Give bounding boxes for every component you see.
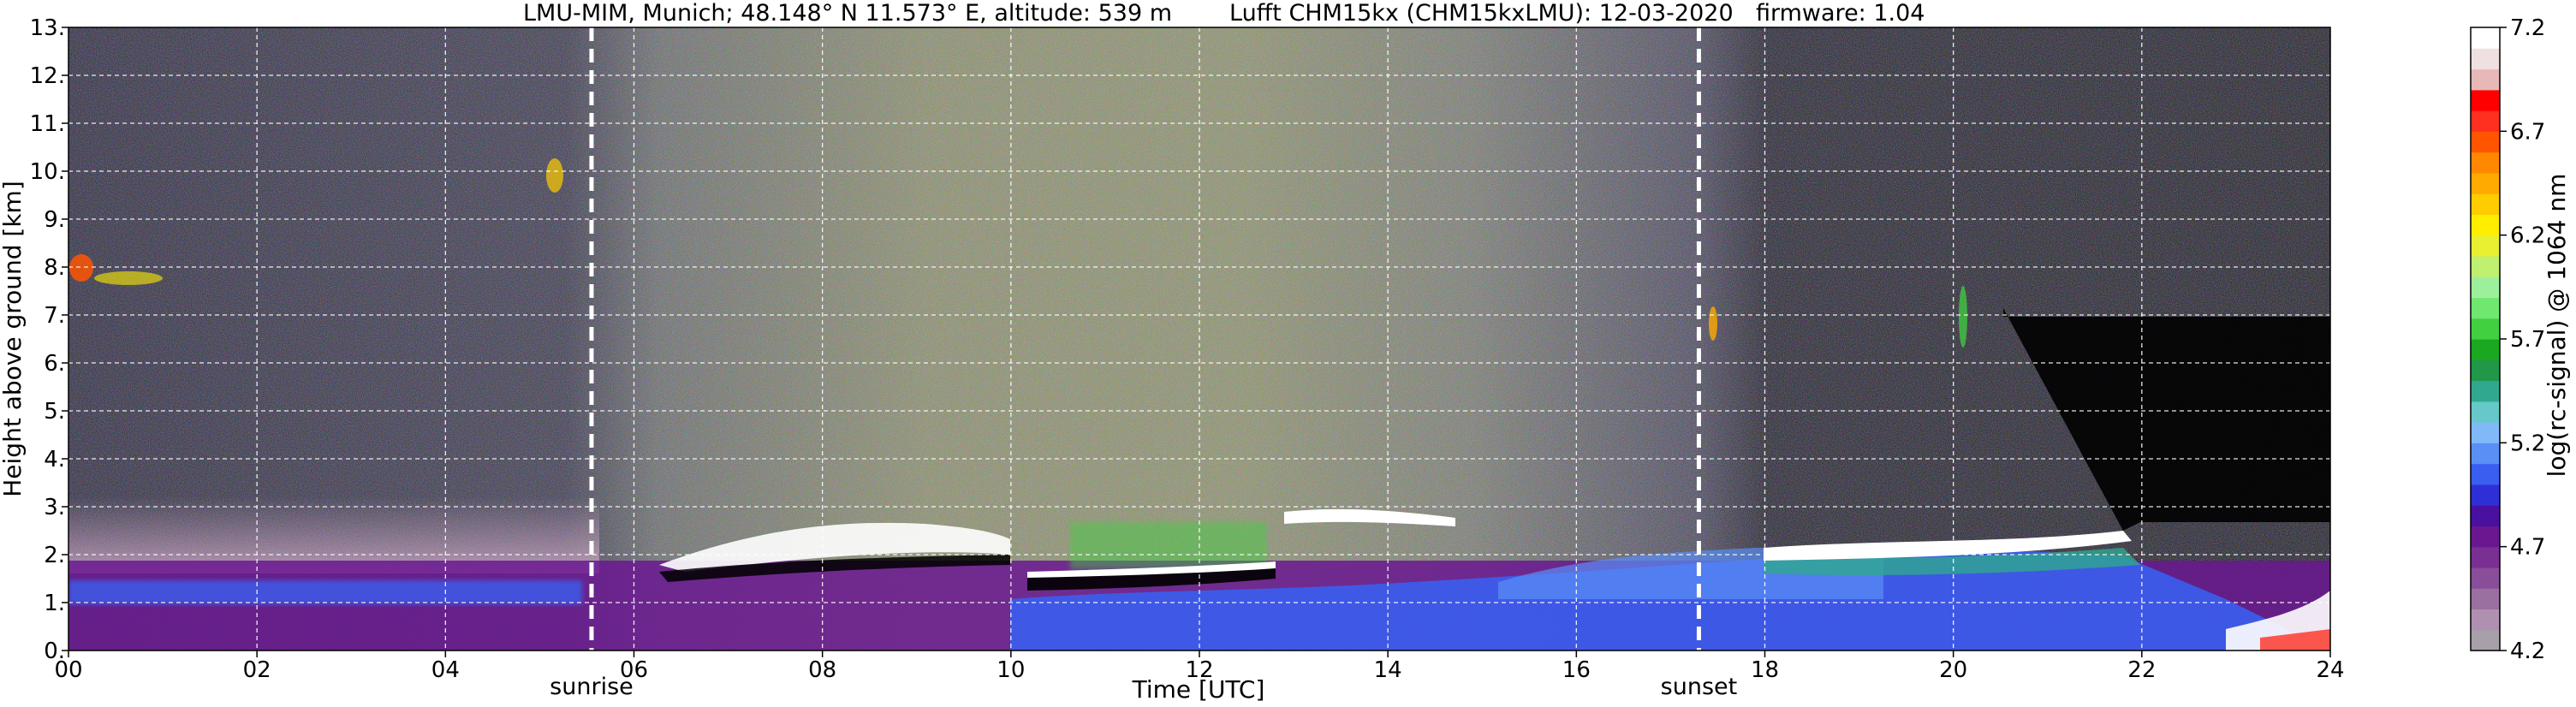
- colorbar-tick-label: 5.7: [2510, 327, 2545, 353]
- colorbar-segment: [2471, 68, 2500, 91]
- y-tick-label: 7.: [44, 303, 65, 329]
- colorbar-segment: [2471, 276, 2500, 299]
- colorbar-segment: [2471, 401, 2500, 423]
- colorbar-segment: [2471, 110, 2500, 132]
- colorbar-segment: [2471, 152, 2500, 174]
- cloud-layer-midday: [1027, 561, 1276, 578]
- colorbar-segment: [2471, 193, 2500, 215]
- x-tick-label: 12: [1185, 657, 1213, 683]
- chart-title-firmware: firmware: 1.04: [1756, 0, 1925, 27]
- evening-layer-edge: [1764, 548, 2140, 575]
- y-tick-label: 8.: [44, 255, 65, 281]
- event-lines: sunrise sunset: [550, 27, 1737, 700]
- y-tick-label: 13.: [30, 15, 65, 41]
- fog-core: [2260, 629, 2330, 651]
- colorbar-segment: [2471, 588, 2500, 610]
- colorbar-segment: [2471, 567, 2500, 589]
- x-tick-label: 16: [1562, 657, 1591, 683]
- x-tick-label: 22: [2127, 657, 2156, 683]
- colorbar-tick-label: 7.2: [2510, 15, 2545, 41]
- colorbar-segment: [2471, 505, 2500, 526]
- colorbar-tick-label: 6.7: [2510, 119, 2545, 145]
- event-label-sunrise: sunrise: [550, 674, 634, 700]
- colorbar-segment: [2471, 422, 2500, 443]
- event-label-sunset: sunset: [1661, 674, 1738, 700]
- x-tick-label: 06: [620, 657, 648, 683]
- colorbar-segment: [2471, 359, 2500, 382]
- y-tick-label: 1.: [44, 591, 65, 616]
- no-signal-region: [2003, 308, 2330, 531]
- x-tick-label: 20: [1939, 657, 1967, 683]
- x-tick-label: 08: [808, 657, 836, 683]
- y-tick-label: 4.: [44, 447, 65, 472]
- y-tick-label: 0.: [44, 639, 65, 664]
- x-tick-label: 02: [243, 657, 271, 683]
- colorbar-tick-label: 5.2: [2510, 431, 2545, 456]
- y-axis: 0. 1. 2. 3. 4. 5. 6. 7. 8. 9. 10. 11. 12. 13.: [30, 15, 68, 664]
- colorbar-segment: [2471, 131, 2500, 153]
- chart-title-instrument: Lufft CHM15kx (CHM15kxLMU): 12-03-2020: [1229, 0, 1734, 27]
- cirrus-patch-evening: [1959, 286, 1967, 348]
- cloud-shadow-midday: [1027, 567, 1276, 591]
- cloud-shadow-morning: [659, 555, 1010, 582]
- colorbar-segment: [2471, 526, 2500, 548]
- x-tick-label: 14: [1374, 657, 1402, 683]
- cirrus-patch-midnight: [69, 254, 93, 282]
- cirrus-patch-sunset: [1709, 306, 1717, 341]
- colorbar-segment: [2471, 463, 2500, 485]
- colorbar-segment: [2471, 546, 2500, 568]
- cloud-layer-evening: [1764, 531, 2132, 561]
- y-tick-label: 3.: [44, 495, 65, 520]
- colorbar-segment: [2471, 255, 2500, 277]
- cloud-layer-morning: [659, 522, 1010, 572]
- convective-green-patch: [1070, 522, 1267, 569]
- y-tick-label: 6.: [44, 351, 65, 377]
- colorbar-segment: [2471, 339, 2500, 360]
- x-tick-label: 24: [2316, 657, 2344, 683]
- colorbar-tick-label: 4.7: [2510, 535, 2545, 561]
- y-tick-label: 9.: [44, 207, 65, 233]
- colorbar-segment: [2471, 172, 2500, 194]
- chart-title-site: LMU-MIM, Munich; 48.148° N 11.573° E, al…: [523, 0, 1173, 27]
- y-tick-label: 11.: [30, 111, 65, 137]
- x-tick-label: 10: [996, 657, 1025, 683]
- colorbar-segment: [2471, 629, 2500, 651]
- y-tick-label: 12.: [30, 63, 65, 89]
- cloud-layer-afternoon: [1284, 508, 1455, 526]
- colorbar-segment: [2471, 235, 2500, 257]
- x-tick-label: 18: [1751, 657, 1779, 683]
- colorbar-segment: [2471, 443, 2500, 465]
- colorbar-segment: [2471, 297, 2500, 319]
- y-tick-label: 2.: [44, 543, 65, 568]
- colorbar-segment: [2471, 214, 2500, 236]
- colorbar-segment: [2471, 318, 2500, 340]
- colorbar-label: log(rc-signal) @ 1064 nm: [2543, 174, 2571, 478]
- colorbar-segment: [2471, 609, 2500, 631]
- colorbar-segment: [2471, 48, 2500, 70]
- x-axis-label: Time [UTC]: [1132, 675, 1265, 704]
- colorbar-segment: [2471, 484, 2500, 506]
- y-tick-label: 5.: [44, 399, 65, 425]
- x-axis: 00 02 04 06 08 10 12 14 16 18 20 22 24: [54, 651, 2345, 683]
- night-aerosol-band: [68, 580, 582, 604]
- x-tick-label: 04: [431, 657, 460, 683]
- y-axis-label: Height above ground [km]: [0, 181, 27, 497]
- y-tick-label: 10.: [30, 159, 65, 185]
- colorbar-tick-label: 4.2: [2510, 639, 2545, 664]
- cirrus-patch-midnight-tail: [94, 271, 163, 285]
- grid-lines: [68, 27, 2330, 651]
- x-tick-label: 00: [54, 657, 82, 683]
- colorbar-segment: [2471, 380, 2500, 402]
- colorbar-segment: [2471, 89, 2500, 111]
- colorbar: 4.2 4.7 5.2 5.7 6.2 6.7 7.2: [2470, 15, 2545, 664]
- colorbar-tick-label: 6.2: [2510, 223, 2545, 249]
- cirrus-patch-predawn: [546, 158, 563, 193]
- colorbar-segment: [2471, 27, 2500, 49]
